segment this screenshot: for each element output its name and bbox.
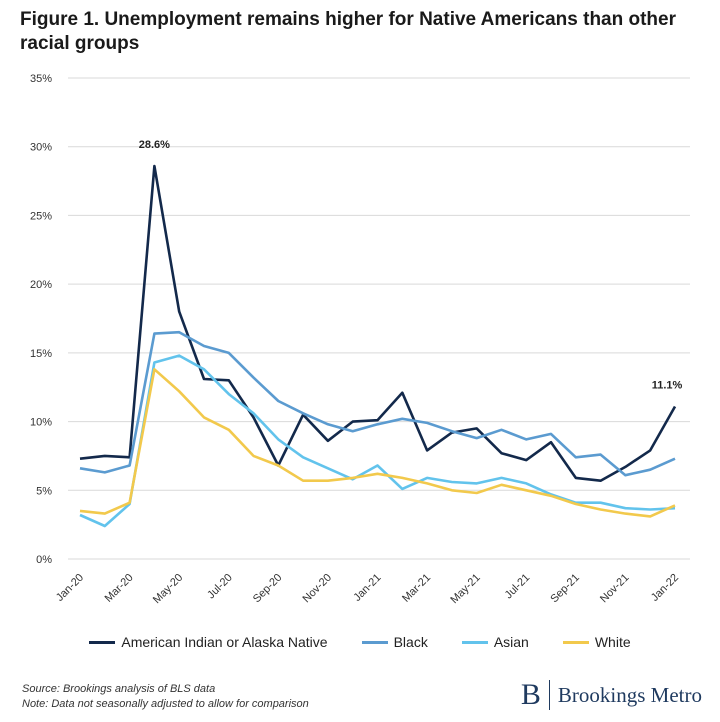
x-tick-label: Sep-20 <box>251 572 285 606</box>
note-text: Note: Data not seasonally adjusted to al… <box>22 698 309 710</box>
series-line-american-indian-or-alaska-native <box>79 164 677 483</box>
y-tick-label: 25% <box>30 210 52 222</box>
legend-item: Black <box>361 634 428 650</box>
x-tick-label: Jan-22 <box>649 572 681 604</box>
line-chart: 0% 5% 10% 15% 20% 25% 30% 35% Jan-20 Mar-20 May-20… <box>30 73 690 606</box>
legend-label: Black <box>393 634 428 650</box>
x-tick-label: Mar-21 <box>400 572 433 605</box>
legend-label: Asian <box>493 634 529 650</box>
legend-item: White <box>562 634 631 650</box>
chart-title: Figure 1. Unemployment remains higher fo… <box>20 9 677 54</box>
y-tick-label: 20% <box>30 279 52 291</box>
x-tick-label: Nov-21 <box>598 572 632 606</box>
legend: American Indian or Alaska Native Black Asi… <box>0 634 720 650</box>
data-label: 28.6% <box>139 139 170 151</box>
x-tick-label: Sep-21 <box>548 572 582 606</box>
y-tick-label: 30% <box>30 142 52 154</box>
x-tick-label: Jul-20 <box>205 572 235 602</box>
logo-text: Brookings Metro <box>557 682 702 707</box>
x-tick-label: Jul-21 <box>503 572 533 602</box>
legend-label: White <box>594 634 631 650</box>
x-tick-label: May-21 <box>448 572 482 606</box>
legend-swatch <box>361 640 388 644</box>
x-tick-label: Mar-20 <box>103 572 136 605</box>
series-line-white <box>79 367 676 518</box>
brookings-logo: B Brookings Metro <box>521 680 702 710</box>
legend-swatch <box>562 640 589 644</box>
legend-swatch <box>89 640 116 644</box>
x-tick-label: Jan-20 <box>54 572 86 604</box>
y-tick-label: 0% <box>36 554 52 566</box>
legend-item: American Indian or Alaska Native <box>89 634 328 650</box>
source-text: Source: Brookings analysis of BLS data <box>22 683 216 695</box>
data-label: 11.1% <box>652 379 683 391</box>
y-tick-label: 5% <box>36 485 52 497</box>
x-tick-label: Jan-21 <box>351 572 383 604</box>
source-notes: Source: Brookings analysis of BLS data N… <box>22 682 309 712</box>
x-tick-label: May-20 <box>151 572 185 606</box>
legend-swatch <box>461 640 488 644</box>
y-tick-label: 35% <box>30 73 52 85</box>
y-tick-label: 10% <box>30 417 52 429</box>
x-tick-label: Nov-20 <box>300 572 334 606</box>
legend-item: Asian <box>461 634 529 650</box>
series-line-black <box>79 330 676 477</box>
y-tick-label: 15% <box>30 348 52 360</box>
logo-letter: B <box>521 680 550 710</box>
legend-label: American Indian or Alaska Native <box>121 634 328 650</box>
